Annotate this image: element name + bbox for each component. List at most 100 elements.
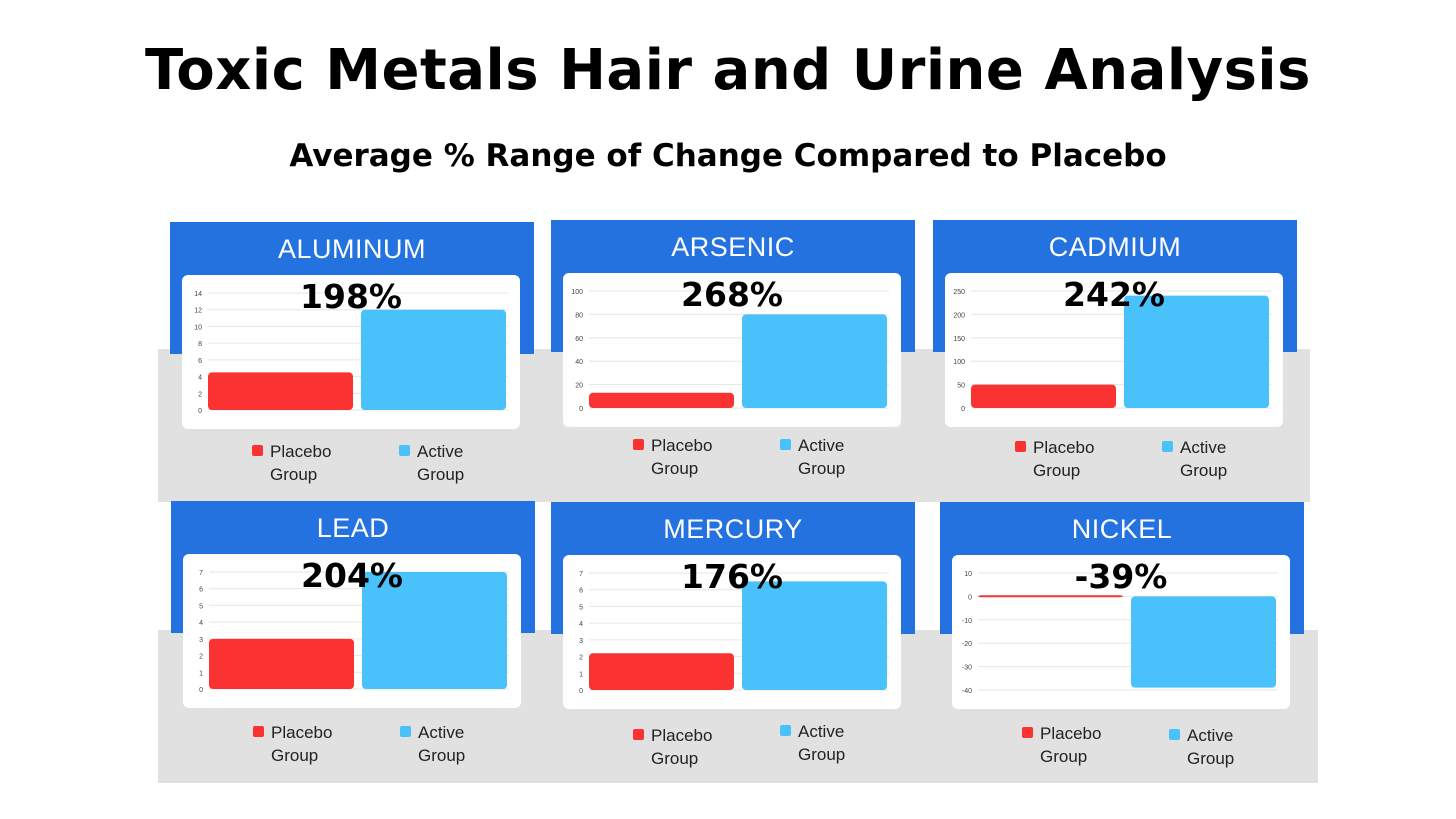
aluminum-title: ALUMINUM [277, 234, 426, 264]
aluminum-chart: 0 2 4 6 8 10 12 14 [194, 291, 508, 415]
nickel-chart-card: -40 -30 -20 -10 0 10 [952, 555, 1290, 709]
nickel-placebo-bar [978, 595, 1123, 598]
cadmium-y-tick-label: 200 [953, 312, 965, 319]
aluminum-y-tick-label: 10 [194, 324, 202, 331]
nickel-legend-active-swatch [1169, 729, 1180, 740]
lead-y-tick-label: 5 [199, 603, 203, 610]
arsenic-legend-active-label: Active Group [798, 434, 890, 480]
mercury-legend-placebo-word1: Placebo [651, 726, 713, 745]
cadmium-placebo-bar [971, 384, 1116, 408]
mercury-y-tick-label: 7 [579, 571, 583, 578]
arsenic-y-tick-label: 80 [575, 312, 583, 319]
aluminum-y-tick-label: 2 [198, 391, 202, 398]
aluminum-legend-active-label: Active Group [417, 440, 509, 486]
arsenic-y-tick-label: 60 [575, 336, 583, 343]
arsenic-title: ARSENIC [671, 232, 795, 262]
lead-active-bar [362, 572, 507, 689]
aluminum-y-tick-label: 8 [198, 341, 202, 348]
lead-y-tick-label: 6 [199, 587, 203, 594]
mercury-y-tick-label: 4 [579, 621, 583, 628]
arsenic-chart: 0 20 40 60 80 100 [571, 289, 889, 413]
nickel-legend-placebo-label: Placebo Group [1040, 722, 1132, 768]
nickel-chart: -40 -30 -20 -10 0 10 [962, 571, 1278, 695]
lead-legend-placebo-word1: Placebo [271, 723, 333, 742]
nickel-y-tick-label: 10 [964, 571, 972, 578]
cadmium-active-bar [1124, 295, 1269, 408]
aluminum-legend-placebo-label: Placebo Group [270, 440, 362, 486]
cadmium-legend-active-word2: Group [1180, 461, 1228, 480]
aluminum-y-tick-label: 0 [198, 408, 202, 415]
lead-y-tick-label: 2 [199, 654, 203, 661]
aluminum-percent-change: 198% [300, 277, 402, 316]
page-subtitle: Average % Range of Change Compared to Pl… [289, 138, 1167, 174]
mercury-chart: 0 1 2 3 4 5 6 7 [579, 571, 889, 695]
cadmium-legend-active-label: Active Group [1180, 436, 1272, 482]
nickel-legend-placebo-word1: Placebo [1040, 724, 1102, 743]
nickel-legend-placebo-swatch [1022, 727, 1033, 738]
arsenic-y-tick-label: 100 [571, 289, 583, 296]
mercury-y-tick-label: 2 [579, 655, 583, 662]
mercury-y-tick-label: 0 [579, 688, 583, 695]
aluminum-legend-placebo-swatch [252, 445, 263, 456]
lead-legend-active-label: Active Group [418, 721, 510, 767]
nickel-legend-placebo-word2: Group [1040, 747, 1088, 766]
cadmium-legend-active-swatch [1162, 441, 1173, 452]
cadmium-y-tick-label: 0 [961, 406, 965, 413]
nickel-y-tick-label: -20 [962, 641, 972, 648]
aluminum-y-tick-label: 14 [194, 291, 202, 298]
mercury-y-tick-label: 5 [579, 604, 583, 611]
lead-legend-active-word2: Group [418, 746, 466, 765]
nickel-y-tick-label: -40 [962, 688, 972, 695]
lead-y-tick-label: 1 [199, 670, 203, 677]
cadmium-y-tick-label: 50 [957, 383, 965, 390]
lead-chart-card: 0 1 2 3 4 5 6 7 [183, 554, 521, 708]
mercury-active-bar [742, 581, 887, 690]
arsenic-percent-change: 268% [681, 275, 783, 314]
arsenic-y-tick-label: 40 [575, 359, 583, 366]
nickel-active-bar [1131, 596, 1276, 688]
cadmium-y-tick-label: 150 [953, 336, 965, 343]
cadmium-y-tick-label: 250 [953, 289, 965, 296]
nickel-legend-active-label: Active Group [1187, 724, 1279, 770]
aluminum-y-tick-label: 12 [194, 308, 202, 315]
aluminum-legend-active-swatch [399, 445, 410, 456]
arsenic-y-tick-label: 20 [575, 383, 583, 390]
mercury-legend-active-swatch [780, 725, 791, 736]
lead-chart: 0 1 2 3 4 5 6 7 [199, 570, 509, 694]
aluminum-chart-card: 0 2 4 6 8 10 12 14 [182, 275, 520, 429]
arsenic-legend-placebo-word2: Group [651, 459, 699, 478]
mercury-legend-active-label: Active Group [798, 720, 890, 766]
nickel-title: NICKEL [1071, 514, 1173, 544]
page-title: Toxic Metals Hair and Urine Analysis [145, 38, 1311, 103]
arsenic-legend-active-swatch [780, 439, 791, 450]
lead-legend-placebo-swatch [253, 726, 264, 737]
mercury-chart-card: 0 1 2 3 4 5 6 7 [563, 555, 901, 709]
lead-y-tick-label: 7 [199, 570, 203, 577]
arsenic-placebo-bar [589, 392, 734, 408]
nickel-legend-active-word2: Group [1187, 749, 1235, 768]
lead-y-tick-label: 4 [199, 620, 203, 627]
mercury-legend-placebo-swatch [633, 729, 644, 740]
lead-legend-active-word1: Active [418, 723, 465, 742]
cadmium-title: CADMIUM [1048, 232, 1182, 262]
arsenic-legend-placebo-label: Placebo Group [651, 434, 743, 480]
aluminum-legend-placebo-word2: Group [270, 465, 318, 484]
cadmium-y-tick-label: 100 [953, 359, 965, 366]
arsenic-y-tick-label: 0 [579, 406, 583, 413]
aluminum-active-bar [361, 309, 506, 410]
aluminum-legend-placebo-word1: Placebo [270, 442, 332, 461]
arsenic-legend-placebo-word1: Placebo [651, 436, 713, 455]
arsenic-legend-placebo-swatch [633, 439, 644, 450]
lead-legend-placebo-word2: Group [271, 746, 319, 765]
mercury-legend-placebo-word2: Group [651, 749, 699, 768]
mercury-percent-change: 176% [681, 557, 783, 596]
arsenic-active-bar [742, 314, 887, 408]
mercury-legend-active-word1: Active [798, 722, 845, 741]
arsenic-legend-active-word2: Group [798, 459, 846, 478]
cadmium-legend-placebo-swatch [1015, 441, 1026, 452]
aluminum-y-tick-label: 4 [198, 375, 202, 382]
aluminum-legend-active-word1: Active [417, 442, 464, 461]
mercury-legend-active-word2: Group [798, 745, 846, 764]
lead-legend-active-swatch [400, 726, 411, 737]
aluminum-y-tick-label: 6 [198, 358, 202, 365]
